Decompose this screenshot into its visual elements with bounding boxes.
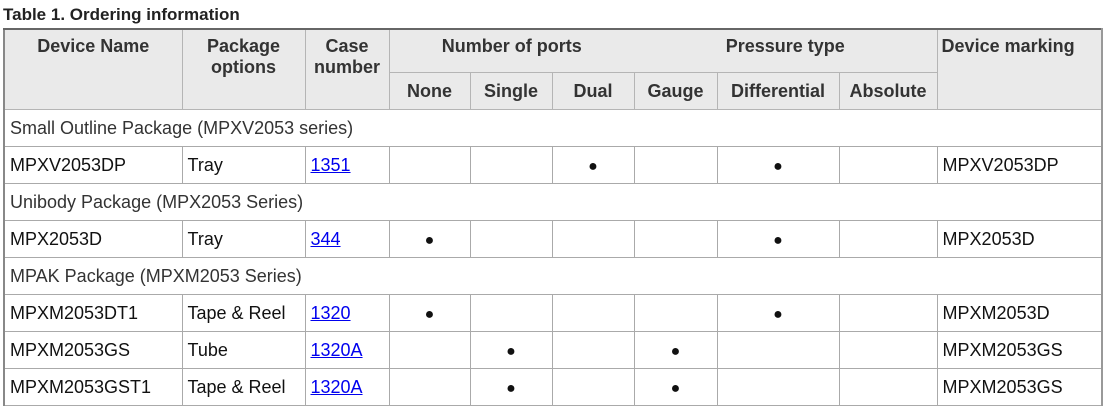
section-title: MPAK Package (MPXM2053 Series) xyxy=(4,257,1103,295)
header-device-marking: Device marking xyxy=(936,28,1103,110)
bullet-icon: ● xyxy=(424,231,435,249)
device-name: MPXM2053DT1 xyxy=(3,294,183,332)
cell-single xyxy=(469,146,553,184)
package-option: Tray xyxy=(181,146,306,184)
cell-gauge xyxy=(633,146,718,184)
section-row: Small Outline Package (MPXV2053 series) xyxy=(4,109,1103,147)
device-name: MPXV2053DP xyxy=(3,146,183,184)
cell-single: ● xyxy=(469,368,553,406)
bullet-icon: ● xyxy=(506,379,516,397)
cell-gauge xyxy=(633,220,718,258)
header-case-number: Case number xyxy=(304,28,390,110)
table-row: MPX2053D Tray 344 ● ● MPX2053D xyxy=(3,220,1103,258)
header-dual: Dual xyxy=(551,72,635,110)
bullet-icon: ● xyxy=(588,157,598,175)
cell-absolute xyxy=(838,368,938,406)
header-differential: Differential xyxy=(716,72,840,110)
device-marking: MPXV2053DP xyxy=(936,146,1103,184)
bullet-icon: ● xyxy=(670,342,681,360)
package-option: Tape & Reel xyxy=(181,294,306,332)
cell-absolute xyxy=(838,294,938,332)
package-option: Tape & Reel xyxy=(181,368,306,406)
cell-dual xyxy=(551,331,635,369)
case-number-link[interactable]: 1320A xyxy=(310,376,363,397)
header-package-options: Package options xyxy=(181,28,306,110)
bullet-icon: ● xyxy=(773,305,783,323)
cell-absolute xyxy=(838,146,938,184)
cell-dual: ● xyxy=(551,146,635,184)
header-single: Single xyxy=(469,72,553,110)
cell-differential: ● xyxy=(716,294,840,332)
cell-single: ● xyxy=(469,331,553,369)
case-number-link[interactable]: 1351 xyxy=(310,154,351,175)
device-name: MPX2053D xyxy=(3,220,183,258)
bullet-icon: ● xyxy=(506,342,516,360)
cell-differential: ● xyxy=(716,220,840,258)
header-absolute: Absolute xyxy=(838,72,938,110)
header-gauge: Gauge xyxy=(633,72,718,110)
section-row: MPAK Package (MPXM2053 Series) xyxy=(4,257,1103,295)
bullet-icon: ● xyxy=(670,379,681,397)
cell-dual xyxy=(551,294,635,332)
device-marking: MPXM2053GS xyxy=(936,368,1103,406)
section-row: Unibody Package (MPX2053 Series) xyxy=(4,183,1103,221)
device-name: MPXM2053GS xyxy=(3,331,183,369)
header-number-of-ports: Number of ports xyxy=(388,28,635,73)
section-title: Unibody Package (MPX2053 Series) xyxy=(4,183,1103,221)
device-marking: MPX2053D xyxy=(936,220,1103,258)
bullet-icon: ● xyxy=(424,305,435,323)
cell-differential: ● xyxy=(716,146,840,184)
cell-dual xyxy=(551,220,635,258)
header-pressure-type: Pressure type xyxy=(634,28,938,73)
cell-single xyxy=(469,220,553,258)
table-row: MPXM2053GST1 Tape & Reel 1320A ● ● MPXM2053… xyxy=(3,368,1103,406)
cell-gauge: ● xyxy=(633,331,718,369)
ordering-table: Device Name Package options Case number … xyxy=(3,28,1104,406)
case-number-link[interactable]: 344 xyxy=(310,228,341,249)
header-device-name: Device Name xyxy=(3,28,183,110)
cell-single xyxy=(469,294,553,332)
package-option: Tube xyxy=(181,331,306,369)
cell-none xyxy=(388,331,471,369)
device-marking: MPXM2053D xyxy=(936,294,1103,332)
cell-differential xyxy=(716,331,840,369)
table-caption: Table 1. Ordering information xyxy=(3,5,240,24)
bullet-icon: ● xyxy=(773,157,783,175)
package-option: Tray xyxy=(181,220,306,258)
cell-dual xyxy=(551,368,635,406)
table-row: MPXV2053DP Tray 1351 ● ● MPXV2053DP xyxy=(3,146,1103,184)
table-row: MPXM2053DT1 Tape & Reel 1320 ● ● MPXM2053D xyxy=(3,294,1103,332)
cell-absolute xyxy=(838,220,938,258)
table-row: MPXM2053GS Tube 1320A ● ● MPXM2053GS xyxy=(3,331,1103,369)
cell-gauge: ● xyxy=(633,368,718,406)
cell-gauge xyxy=(633,294,718,332)
cell-none xyxy=(388,146,471,184)
device-name: MPXM2053GST1 xyxy=(3,368,183,406)
cell-none xyxy=(388,368,471,406)
device-marking: MPXM2053GS xyxy=(936,331,1103,369)
cell-none: ● xyxy=(388,220,471,258)
bullet-icon: ● xyxy=(773,231,783,249)
header-none: None xyxy=(388,72,471,110)
case-number-link[interactable]: 1320A xyxy=(310,339,363,360)
cell-differential xyxy=(716,368,840,406)
section-title: Small Outline Package (MPXV2053 series) xyxy=(4,109,1103,147)
cell-none: ● xyxy=(388,294,471,332)
table-body: Small Outline Package (MPXV2053 series) M… xyxy=(3,109,1103,406)
cell-absolute xyxy=(838,331,938,369)
case-number-link[interactable]: 1320 xyxy=(310,302,351,323)
